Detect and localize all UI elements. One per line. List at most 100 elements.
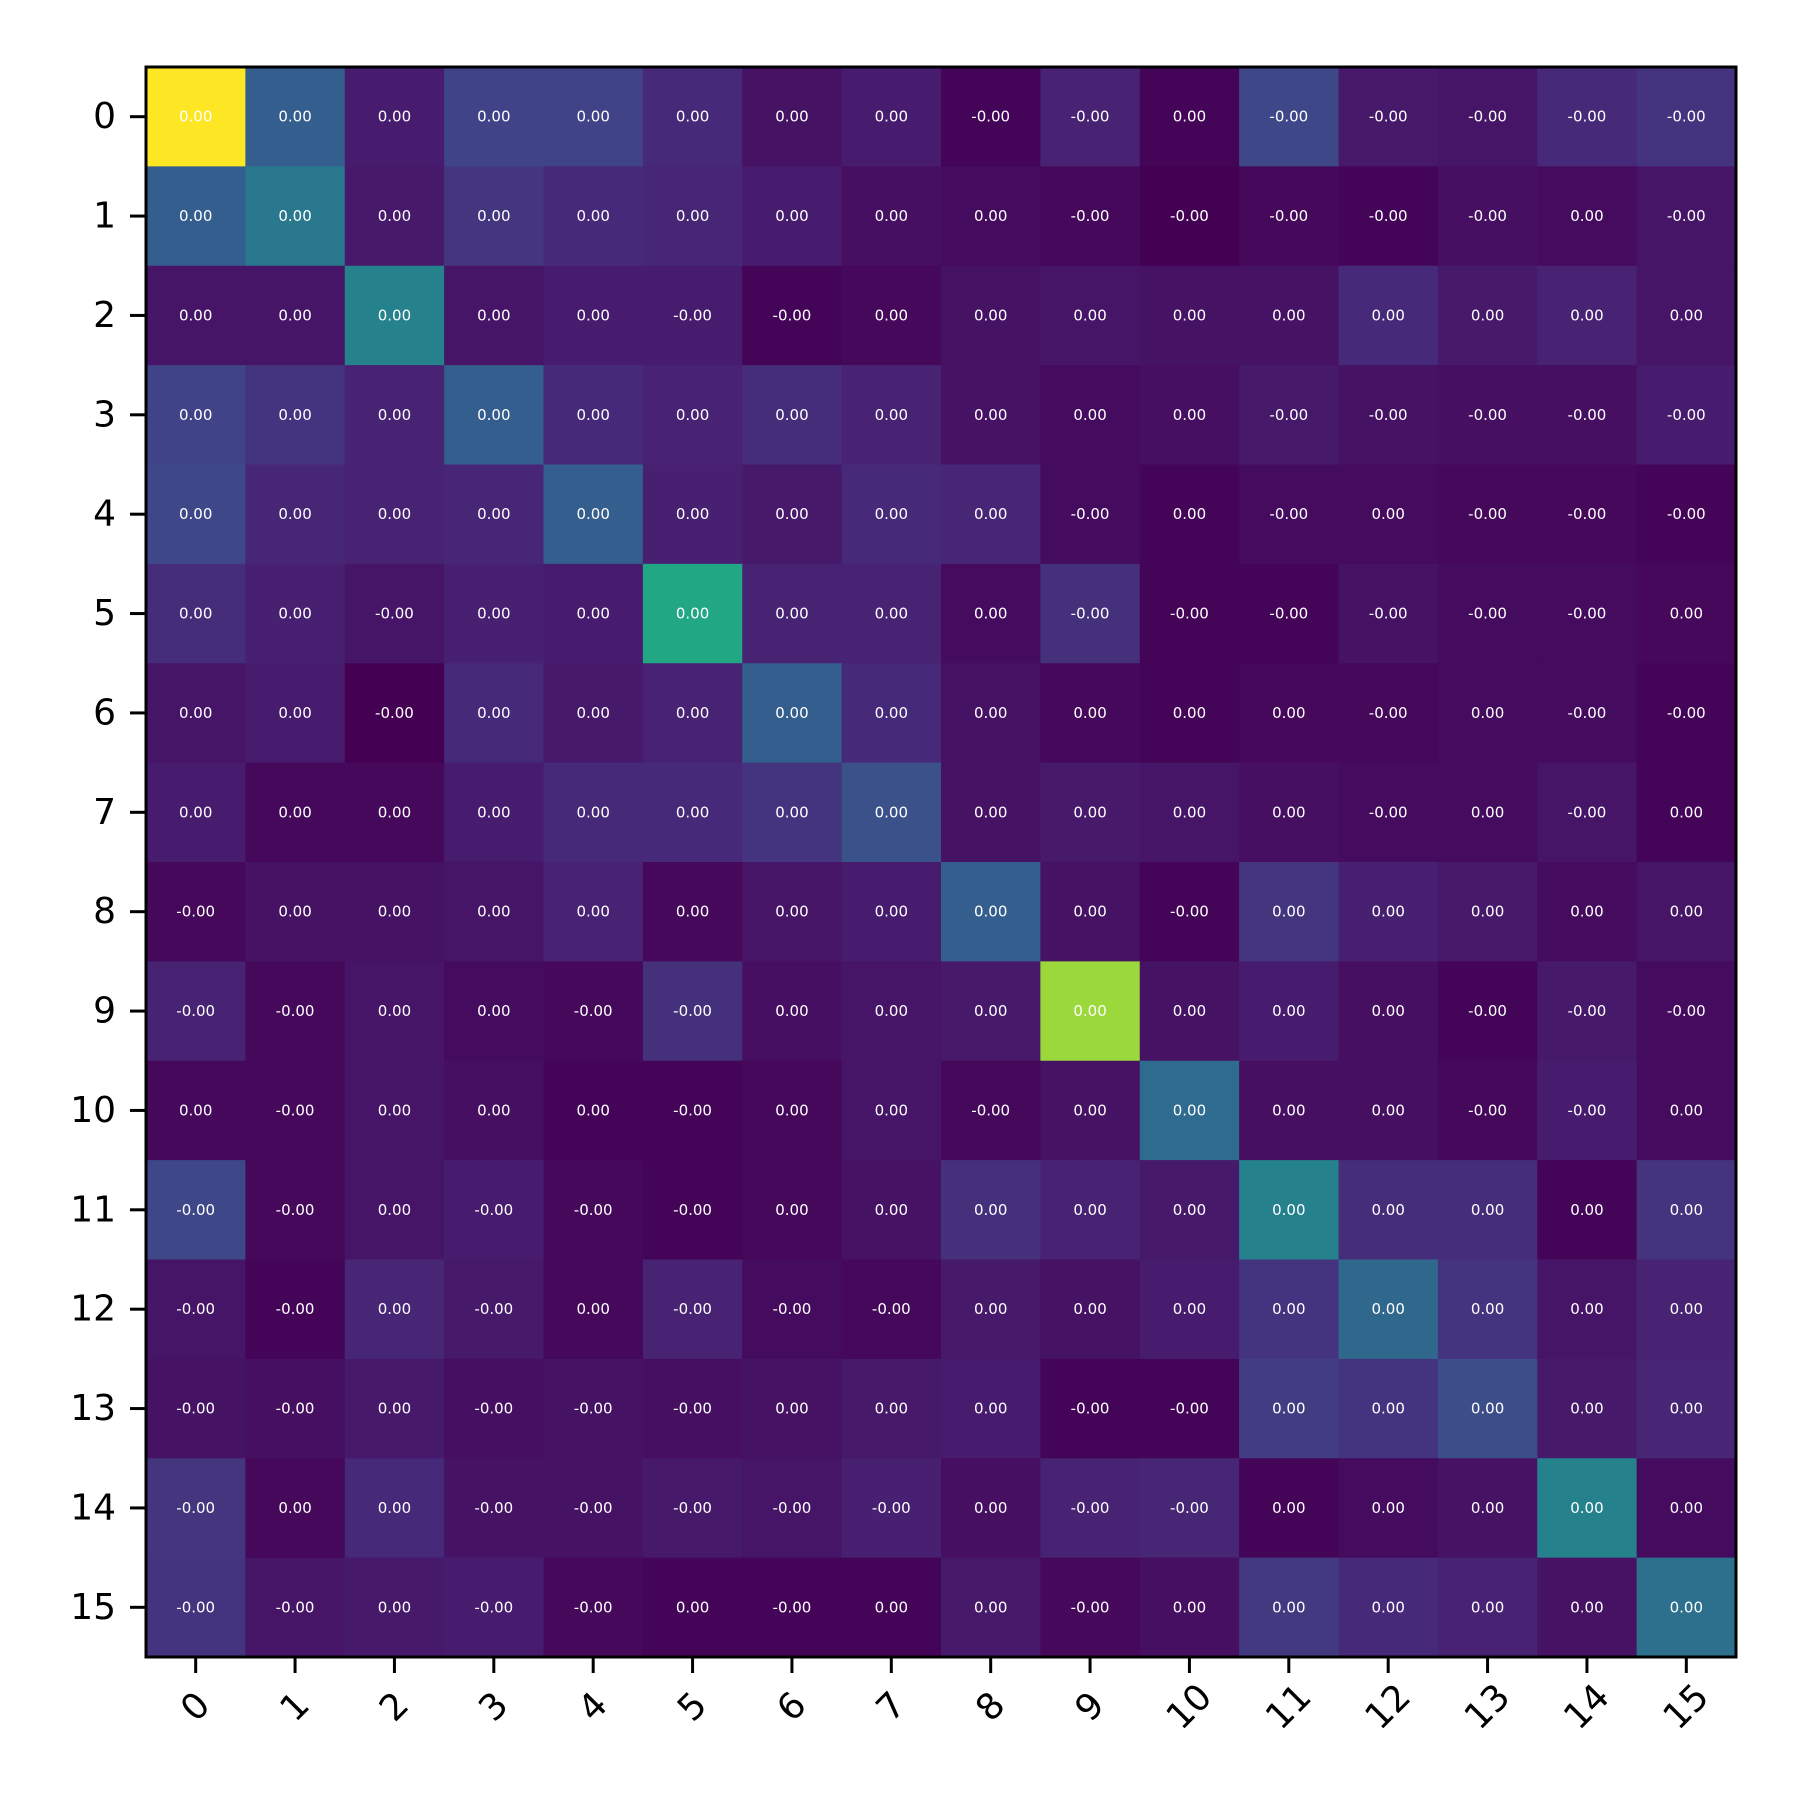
cell-value-label: 0.00 (1570, 1201, 1603, 1219)
cell-value-label: -0.00 (276, 1598, 315, 1616)
cell-value-label: -0.00 (673, 1300, 712, 1318)
cell-value-label: -0.00 (276, 1002, 315, 1020)
cell-value-label: 0.00 (576, 406, 609, 424)
y-tick-label: 2 (93, 295, 116, 336)
cell-value-label: -0.00 (1468, 505, 1507, 523)
heatmap-cell (1437, 166, 1538, 267)
heatmap-cell (1338, 862, 1439, 962)
cell-value-label: 0.00 (378, 803, 411, 821)
heatmap-cell (146, 961, 246, 1062)
cell-value-label: -0.00 (176, 1002, 215, 1020)
cell-value-label: 0.00 (278, 704, 311, 722)
cell-value-label: -0.00 (176, 903, 215, 921)
cell-value-label: -0.00 (673, 306, 712, 324)
heatmap-cell (146, 1358, 246, 1459)
cell-value-label: -0.00 (1369, 207, 1408, 225)
cell-value-label: 0.00 (875, 1101, 908, 1119)
heatmap-cell (941, 1060, 1041, 1161)
cell-value-label: -0.00 (1071, 605, 1110, 623)
heatmap-cell (245, 166, 346, 267)
cell-value-label: 0.00 (576, 903, 609, 921)
heatmap-cell (941, 663, 1041, 764)
cell-value-label: 0.00 (775, 803, 808, 821)
cell-value-label: 0.00 (1471, 704, 1504, 722)
y-tick-label: 6 (93, 692, 116, 733)
heatmap-cell (146, 464, 246, 565)
heatmap-cell (444, 1259, 544, 1360)
heatmap-cell (1040, 265, 1141, 366)
cell-value-label: 0.00 (576, 704, 609, 722)
cell-value-label: -0.00 (375, 704, 414, 722)
cell-value-label: 0.00 (477, 1002, 510, 1020)
y-tick-label: 1 (93, 196, 116, 237)
heatmap-cell (444, 563, 544, 664)
heatmap-cell (146, 67, 246, 167)
heatmap-cell (444, 464, 544, 565)
heatmap-cell (1139, 365, 1240, 465)
cell-value-label: -0.00 (1071, 1598, 1110, 1616)
heatmap-cell (1437, 762, 1538, 863)
cell-value-label: -0.00 (474, 1400, 513, 1418)
cell-value-label: 0.00 (378, 1598, 411, 1616)
heatmap-cell (245, 464, 346, 565)
cell-value-label: 0.00 (1570, 306, 1603, 324)
cell-value-label: 0.00 (278, 406, 311, 424)
cell-value-label: 0.00 (775, 1101, 808, 1119)
cell-value-label: 0.00 (1073, 1300, 1106, 1318)
cell-value-label: 0.00 (378, 108, 411, 126)
heatmap-cell (1636, 1259, 1737, 1360)
y-tick-label: 3 (93, 394, 116, 435)
cell-value-label: -0.00 (1468, 1101, 1507, 1119)
heatmap-cell (245, 365, 346, 465)
cell-value-label: -0.00 (1269, 406, 1308, 424)
heatmap-cell (1636, 1060, 1737, 1161)
heatmap-cell (1040, 862, 1141, 962)
cell-value-label: -0.00 (574, 1400, 613, 1418)
cell-value-label: 0.00 (278, 1499, 311, 1517)
cell-value-label: -0.00 (872, 1300, 911, 1318)
cell-value-label: 0.00 (1272, 306, 1305, 324)
heatmap-cell (841, 1060, 942, 1161)
heatmap-cell (1636, 663, 1737, 764)
heatmap-cell (1437, 1259, 1538, 1360)
heatmap-cell (146, 166, 246, 267)
heatmap-cell (146, 265, 246, 366)
cell-value-label: -0.00 (1667, 406, 1706, 424)
heatmap-cell (841, 265, 942, 366)
heatmap-cell (1537, 1060, 1638, 1161)
cell-value-label: 0.00 (1173, 1101, 1206, 1119)
heatmap-cell (941, 762, 1041, 863)
cell-value-label: 0.00 (179, 406, 212, 424)
cell-value-label: 0.00 (1272, 1499, 1305, 1517)
heatmap-cell (1537, 563, 1638, 664)
cell-value-label: 0.00 (1272, 903, 1305, 921)
heatmap-cell (444, 1160, 544, 1260)
cell-value-label: 0.00 (875, 704, 908, 722)
heatmap-cell (444, 1458, 544, 1559)
heatmap-cell (1040, 663, 1141, 764)
heatmap-cell (1338, 563, 1439, 664)
heatmap-cell (1437, 265, 1538, 366)
heatmap-cell (245, 67, 346, 167)
cell-value-label: 0.00 (378, 505, 411, 523)
cell-value-label: 0.00 (1073, 803, 1106, 821)
heatmap-cell (146, 1259, 246, 1360)
cell-value-label: 0.00 (974, 1400, 1007, 1418)
cell-value-label: 0.00 (477, 903, 510, 921)
heatmap-cell (344, 762, 445, 863)
heatmap-cell (444, 961, 544, 1062)
cell-value-label: -0.00 (1468, 406, 1507, 424)
cell-value-label: -0.00 (773, 306, 812, 324)
heatmap-cell (642, 563, 743, 664)
cell-value-label: 0.00 (676, 108, 709, 126)
cell-value-label: -0.00 (1170, 605, 1209, 623)
heatmap-cell (1636, 961, 1737, 1062)
heatmap-cell (1040, 1259, 1141, 1360)
cell-value-label: 0.00 (875, 207, 908, 225)
cell-value-label: 0.00 (775, 108, 808, 126)
heatmap-cell (1338, 1160, 1439, 1260)
cell-value-label: -0.00 (375, 605, 414, 623)
heatmap-cell (1139, 1358, 1240, 1459)
heatmap-cell (1239, 365, 1339, 465)
cell-value-label: -0.00 (1071, 207, 1110, 225)
